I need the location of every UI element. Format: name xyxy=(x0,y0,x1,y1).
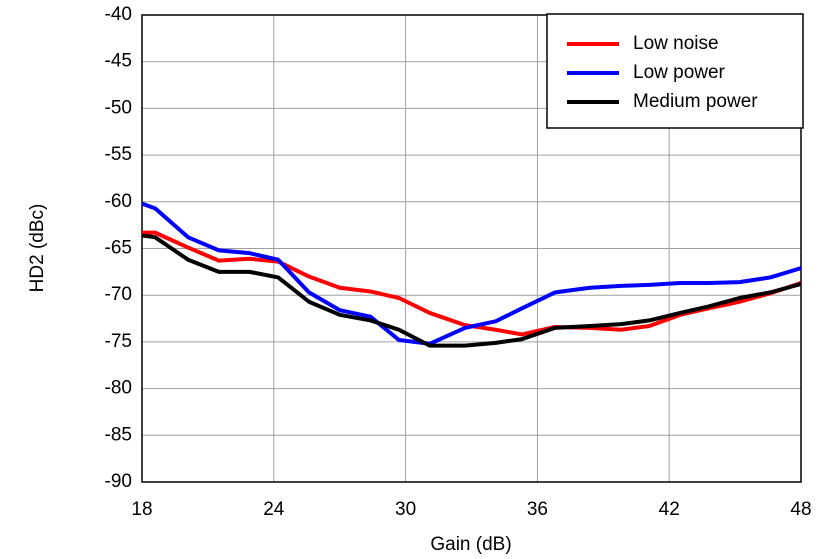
x-tick-label: 48 xyxy=(790,499,811,520)
x-tick-label: 18 xyxy=(131,499,152,520)
x-tick-label: 36 xyxy=(527,499,548,520)
x-tick-label: 24 xyxy=(263,499,285,520)
y-tick-label: -60 xyxy=(105,191,132,212)
y-tick-label: -40 xyxy=(105,4,132,25)
y-tick-label: -55 xyxy=(105,144,132,165)
y-tick-label: -70 xyxy=(105,284,132,305)
x-tick-label: 42 xyxy=(659,499,680,520)
legend-label: Low power xyxy=(633,62,726,83)
series-line xyxy=(141,201,802,346)
legend-label: Medium power xyxy=(633,91,758,112)
y-tick-label: -50 xyxy=(105,97,132,118)
legend-label: Low noise xyxy=(633,33,719,54)
y-tick-label: -65 xyxy=(105,238,132,259)
x-tick-label: 30 xyxy=(395,499,416,520)
x-axis-label: Gain (dB) xyxy=(430,534,511,555)
y-tick-label: -80 xyxy=(105,378,132,399)
y-tick-label: -90 xyxy=(105,471,132,492)
plot-frame xyxy=(141,14,802,483)
y-axis-label: HD2 (dBc) xyxy=(27,204,48,293)
series-line xyxy=(141,233,802,348)
y-tick-label: -85 xyxy=(105,424,132,445)
y-tick-label: -75 xyxy=(105,331,132,352)
y-tick-label: -45 xyxy=(105,51,132,72)
